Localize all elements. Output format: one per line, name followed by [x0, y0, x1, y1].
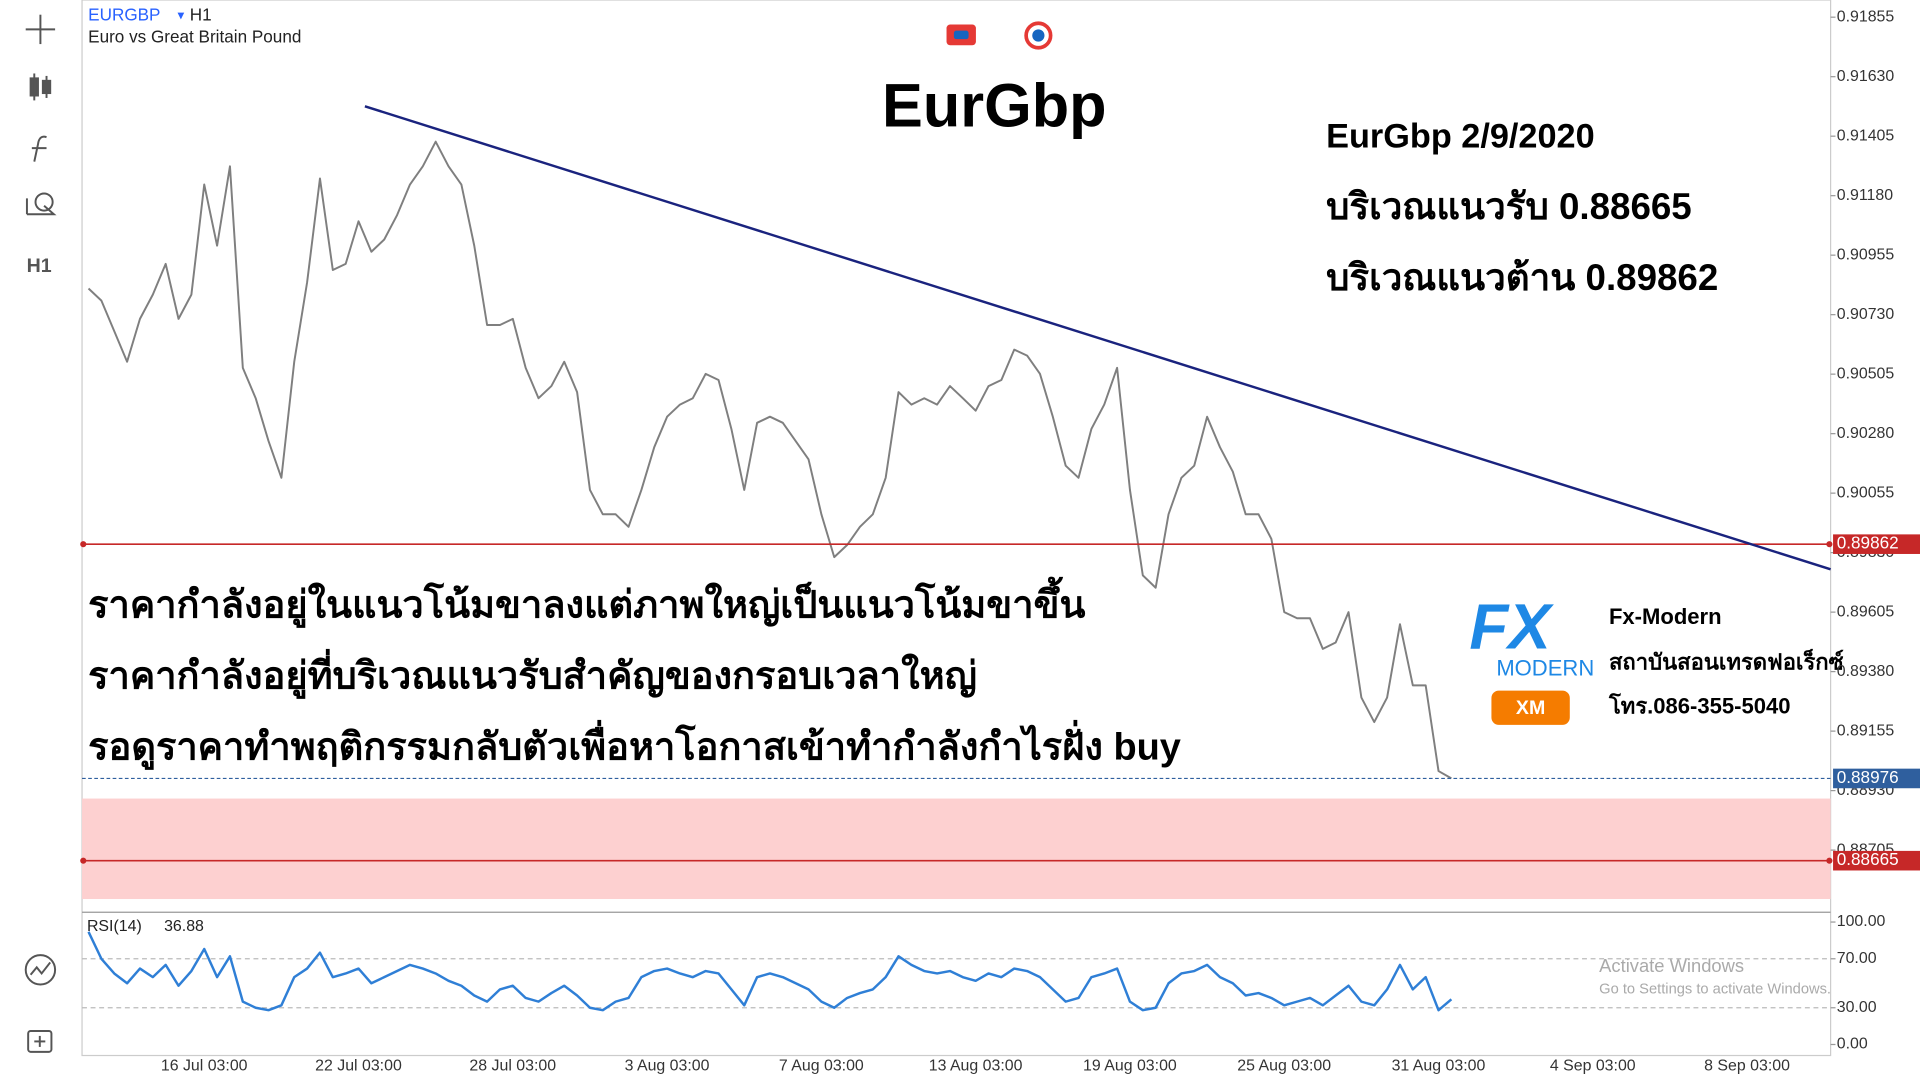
y-tick-label: 0.91405	[1837, 127, 1895, 144]
y-tick-label: 0.90955	[1837, 246, 1895, 263]
refresh-icon-inner	[1032, 29, 1045, 42]
logo-tagline: สถาบันสอนเทรดฟอเร็กซ์	[1609, 648, 1844, 675]
symbol[interactable]: EURGBP	[88, 4, 160, 24]
x-tick-label: 4 Sep 03:00	[1550, 1058, 1636, 1075]
x-tick-label: 16 Jul 03:00	[161, 1058, 248, 1075]
y-tick-label: 0.89155	[1837, 722, 1895, 739]
x-tick-label: 22 Jul 03:00	[315, 1058, 402, 1075]
annotation: บริเวณแนวต้าน 0.89862	[1326, 257, 1718, 298]
y-tick-label: 0.90055	[1837, 484, 1895, 501]
level-label: 0.89862	[1837, 533, 1899, 553]
indicator-tool[interactable]	[31, 135, 47, 162]
chart-title: EurGbp	[882, 71, 1106, 139]
x-tick-label: 31 Aug 03:00	[1392, 1058, 1486, 1075]
logo-brand: MODERN	[1496, 656, 1594, 681]
y-tick-label: 0.90280	[1837, 425, 1895, 442]
y-tick-label: 100.00	[1837, 913, 1886, 930]
y-tick-label: 0.00	[1837, 1036, 1868, 1053]
logo-badge	[1491, 690, 1570, 725]
annotation: EurGbp 2/9/2020	[1326, 117, 1595, 155]
x-tick-label: 7 Aug 03:00	[779, 1058, 864, 1075]
y-tick-label: 0.91855	[1837, 8, 1895, 25]
level-handle	[80, 541, 87, 548]
y-tick-label: 0.91180	[1837, 187, 1893, 204]
level-handle	[80, 857, 87, 864]
x-tick-label: 19 Aug 03:00	[1083, 1058, 1177, 1075]
note: ราคากำลังอยู่ที่บริเวณแนวรับสำคัญของกรอบ…	[88, 648, 977, 699]
rsi-title: RSI(14)	[87, 918, 142, 935]
plot-frame	[81, 0, 1832, 1057]
y-tick-label: 30.00	[1837, 999, 1877, 1016]
level-label: 0.88976	[1837, 767, 1899, 787]
level-handle	[1826, 857, 1833, 864]
header-timeframe: H1	[190, 4, 212, 24]
toolbar	[24, 14, 57, 1053]
level-label-box	[1833, 850, 1920, 871]
support-zone	[82, 798, 1831, 900]
sync-icon-inner	[953, 30, 969, 40]
y-tick-label: 0.90505	[1837, 365, 1895, 382]
note: รอดูราคาทำพฤติกรรมกลับตัวเพื่อหาโอกาสเข้…	[88, 719, 1181, 770]
symbol-description: Euro vs Great Britain Pound	[88, 26, 301, 46]
add-tool[interactable]	[27, 1030, 53, 1053]
trendline	[364, 105, 1831, 571]
logo-phone: โทร.086-355-5040	[1608, 693, 1791, 719]
watermark-title: Activate Windows	[1599, 955, 1744, 976]
level-label-box	[1833, 534, 1920, 554]
symbol-dropdown[interactable]: ▾	[178, 7, 185, 22]
drawing-tool[interactable]	[25, 192, 57, 216]
y-tick-label: 0.91630	[1837, 68, 1895, 85]
logo-mark: FX	[1469, 592, 1554, 663]
level-label-box	[1833, 768, 1920, 789]
price-line	[87, 140, 1452, 780]
zoom-tool[interactable]	[24, 954, 57, 986]
x-tick-label: 28 Jul 03:00	[469, 1058, 556, 1075]
logo-partner: XM	[1516, 697, 1545, 719]
watermark-subtitle: Go to Settings to activate Windows.	[1599, 981, 1831, 997]
y-tick-label: 0.89605	[1837, 603, 1895, 620]
crosshair-tool[interactable]	[25, 14, 56, 45]
x-tick-label: 8 Sep 03:00	[1704, 1058, 1790, 1075]
level-handle	[1826, 541, 1833, 548]
rsi-line	[87, 931, 1453, 1012]
x-tick-label: 25 Aug 03:00	[1237, 1058, 1331, 1075]
rsi-value: 36.88	[164, 918, 204, 935]
y-tick-label: 70.00	[1837, 950, 1877, 967]
x-tick-label: 3 Aug 03:00	[625, 1058, 710, 1075]
logo: FX MODERN XM Fx-Modern สถาบันสอนเทรดฟอเร…	[1469, 592, 1844, 725]
y-tick-label: 0.89380	[1837, 663, 1895, 680]
y-tick-label: 0.90730	[1837, 306, 1895, 323]
logo-name: Fx-Modern	[1609, 604, 1722, 629]
level-label: 0.88665	[1837, 849, 1899, 869]
x-tick-label: 13 Aug 03:00	[929, 1058, 1023, 1075]
annotation: บริเวณแนวรับ 0.88665	[1326, 186, 1692, 227]
note: ราคากำลังอยู่ในแนวโน้มขาลงแต่ภาพใหญ่เป็น…	[88, 576, 1085, 628]
chart-type-tool[interactable]	[29, 73, 52, 101]
timeframe-button[interactable]: H1	[27, 255, 52, 277]
refresh-icon[interactable]	[1024, 21, 1053, 50]
